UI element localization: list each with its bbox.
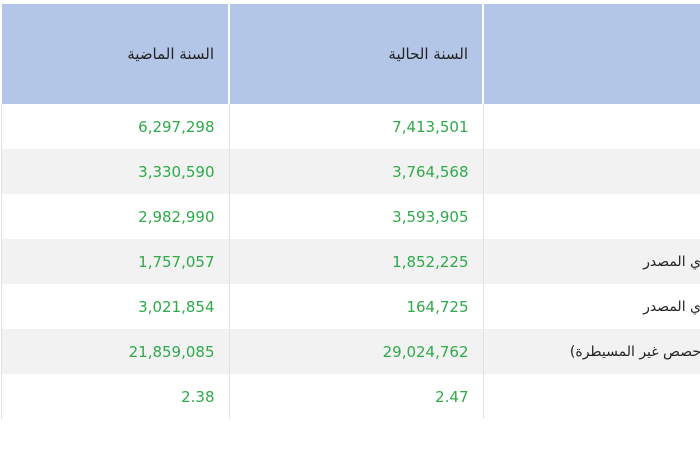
previous-value: 1,757,057 <box>0 239 229 284</box>
header-cell: السنة الماضية <box>0 4 229 104</box>
row-label: ي المصدر <box>482 239 700 284</box>
previous-value: 3,021,854 <box>0 284 229 329</box>
previous-value: 3,330,590 <box>0 149 229 194</box>
current-value: 1,852,225 <box>228 239 483 284</box>
table-row: 7,413,501 6,297,298 <box>0 104 700 149</box>
current-value: 2.47 <box>228 374 483 419</box>
table-body: 7,413,501 6,297,298 3,764,568 3,330,590 3,59… <box>0 104 700 419</box>
header-row: السنة الحالية السنة الماضية <box>0 4 700 104</box>
row-label <box>482 194 700 239</box>
row-label <box>482 104 700 149</box>
table-row: 3,593,905 2,982,990 <box>0 194 700 239</box>
previous-value: 21,859,085 <box>0 329 229 374</box>
data-table: السنة الحالية السنة الماضية 7,413,501 6,2… <box>0 4 700 419</box>
table-row: حصص غير المسيطرة) 29,024,762 21,859,085 <box>0 329 700 374</box>
table-row: ي المصدر 1,852,225 1,757,057 <box>0 239 700 284</box>
row-label: حصص غير المسيطرة) <box>482 329 700 374</box>
row-label <box>482 374 700 419</box>
previous-value: 6,297,298 <box>0 104 229 149</box>
current-value: 3,593,905 <box>228 194 483 239</box>
current-value: 7,413,501 <box>228 104 483 149</box>
row-label <box>482 149 700 194</box>
previous-value: 2,982,990 <box>0 194 229 239</box>
current-value: 29,024,762 <box>228 329 483 374</box>
current-value: 164,725 <box>228 284 483 329</box>
table-row: 2.47 2.38 <box>0 374 700 419</box>
previous-value: 2.38 <box>0 374 229 419</box>
row-label: ي المصدر <box>482 284 700 329</box>
header-cell <box>482 4 700 104</box>
table-row: ي المصدر 164,725 3,021,854 <box>0 284 700 329</box>
table-row: 3,764,568 3,330,590 <box>0 149 700 194</box>
current-value: 3,764,568 <box>228 149 483 194</box>
header-cell: السنة الحالية <box>228 4 483 104</box>
